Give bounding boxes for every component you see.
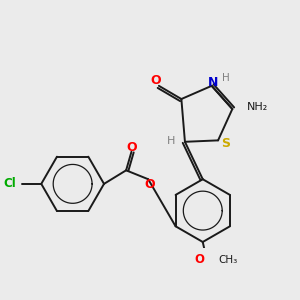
Text: O: O <box>151 74 161 87</box>
Text: H: H <box>167 136 175 146</box>
Text: H: H <box>222 73 230 83</box>
Text: O: O <box>194 253 205 266</box>
Text: CH₃: CH₃ <box>219 255 238 265</box>
Text: O: O <box>127 141 137 154</box>
Text: NH₂: NH₂ <box>247 102 268 112</box>
Text: O: O <box>144 178 154 191</box>
Text: S: S <box>221 137 230 150</box>
Text: N: N <box>208 76 219 89</box>
Text: Cl: Cl <box>4 177 16 190</box>
